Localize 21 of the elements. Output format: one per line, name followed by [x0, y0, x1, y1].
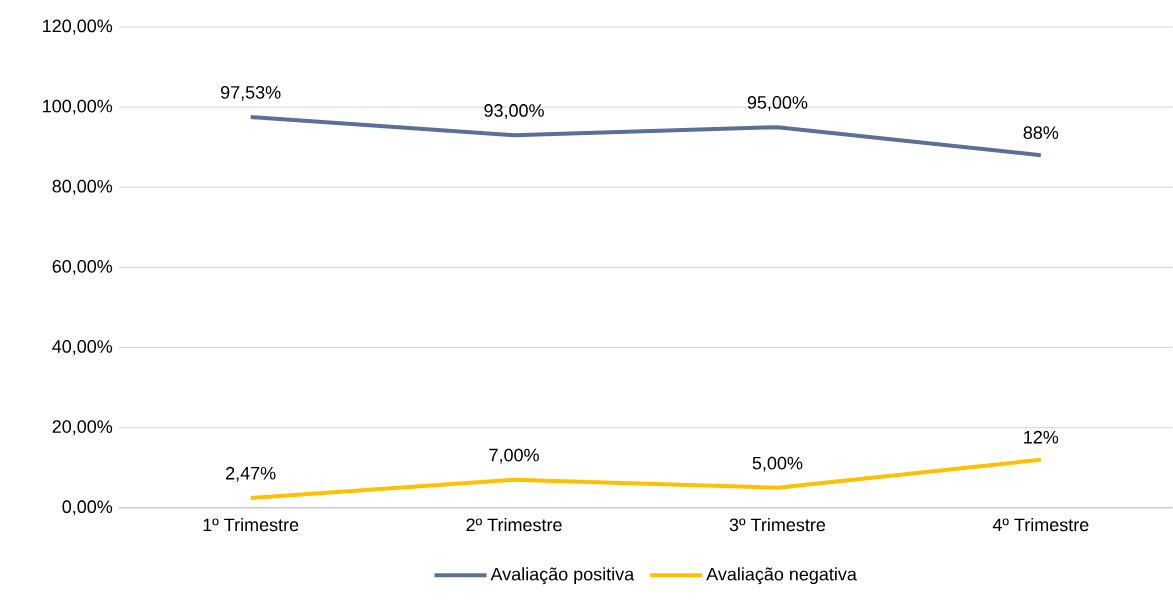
legend-label: Avaliação negativa [706, 567, 857, 585]
x-tick-label: 3º Trimestre [729, 518, 826, 532]
data-label: 97,53% [220, 86, 281, 101]
x-tick-label: 2º Trimestre [466, 518, 562, 532]
data-label: 95,00% [747, 96, 808, 112]
x-tick-label: 4º Trimestre [992, 518, 1089, 532]
y-tick-label: 60,00% [52, 260, 113, 275]
data-label: 88% [1023, 126, 1059, 140]
data-label: 7,00% [489, 448, 539, 464]
data-label: 2,47% [226, 466, 276, 482]
legend-label: Avaliação positiva [490, 567, 635, 585]
data-label: 12% [1024, 430, 1059, 444]
data-label: 5,00% [752, 456, 803, 472]
y-tick-label: 40,00% [52, 340, 113, 356]
data-label: 93,00% [484, 104, 544, 120]
y-tick-label: 120,00% [43, 19, 113, 35]
y-tick-label: 80,00% [52, 179, 113, 195]
y-tick-label: 0,00% [62, 500, 113, 516]
y-tick-label: 20,00% [52, 420, 113, 436]
y-tick-label: 100,00% [43, 99, 113, 115]
x-tick-label: 1º Trimestre [203, 518, 299, 532]
